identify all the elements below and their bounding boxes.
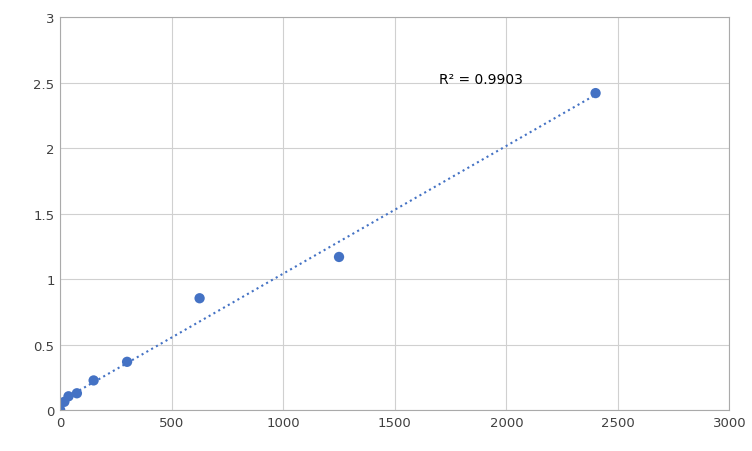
Point: [54, 406, 66, 414]
Point: [59, 398, 71, 405]
Text: R² = 0.9903: R² = 0.9903: [439, 73, 523, 87]
Point: [121, 359, 133, 366]
Point: [333, 254, 345, 261]
Point: [71, 390, 83, 397]
Point: [87, 377, 99, 384]
Point: [590, 90, 602, 97]
Point: [193, 295, 205, 302]
Point: [62, 393, 74, 400]
